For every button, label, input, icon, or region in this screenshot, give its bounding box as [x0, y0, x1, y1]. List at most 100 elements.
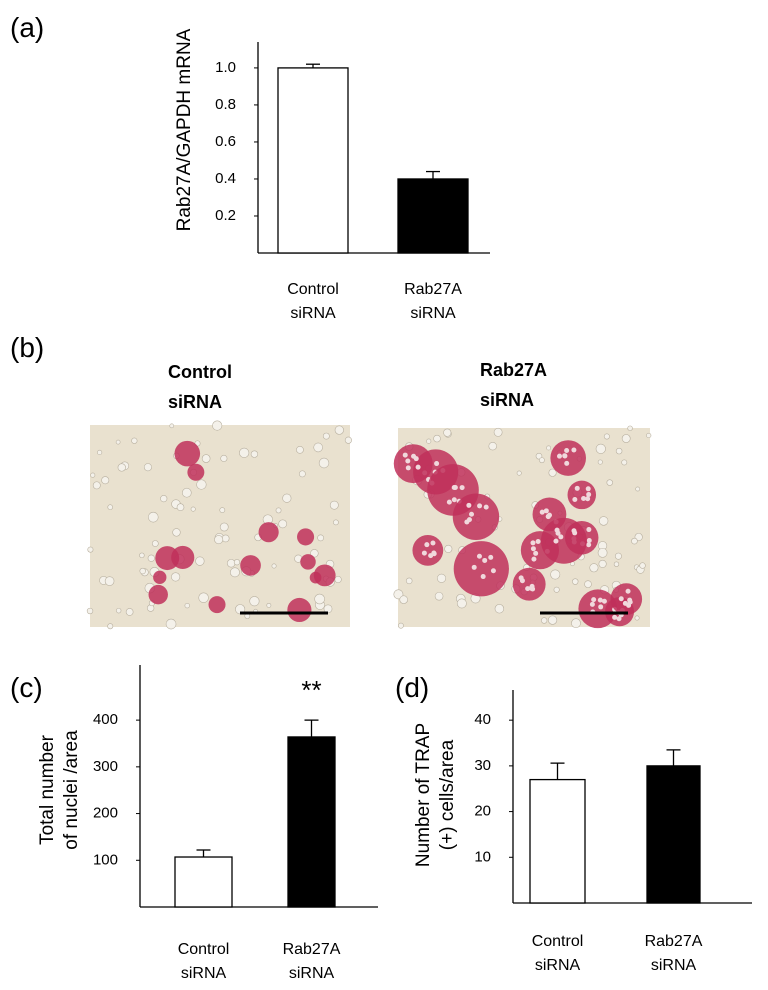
cell	[220, 454, 228, 462]
cell	[456, 598, 467, 609]
cell	[548, 468, 557, 477]
nucleus	[616, 616, 622, 622]
cell	[597, 547, 608, 558]
cell	[278, 519, 288, 529]
cell	[212, 420, 223, 431]
image-caption: Control siRNA	[168, 362, 232, 412]
osteoclast	[610, 583, 643, 615]
cell	[603, 433, 610, 440]
nucleus	[625, 588, 631, 594]
cell	[249, 596, 260, 607]
cell	[296, 445, 304, 454]
bar	[174, 856, 233, 908]
cell	[621, 459, 628, 466]
cell	[589, 563, 599, 573]
cell	[115, 607, 122, 614]
osteoclast	[297, 528, 315, 546]
y-tick-label: 0.6	[215, 133, 236, 150]
nucleus	[464, 519, 470, 525]
bar	[287, 736, 336, 908]
cell	[239, 447, 250, 458]
y-axis-label: Total number of nuclei /area	[37, 730, 82, 850]
osteoclast	[300, 554, 316, 570]
cell	[125, 608, 134, 616]
cell	[195, 556, 205, 566]
cell	[550, 569, 561, 580]
panel-label: (d)	[395, 672, 430, 703]
y-tick-label: 40	[474, 711, 491, 728]
osteoclast	[453, 541, 509, 597]
cell	[639, 562, 646, 569]
nucleus	[421, 550, 427, 556]
nucleus	[476, 553, 482, 559]
y-tick-label: 30	[474, 757, 491, 774]
osteoclast	[567, 480, 597, 510]
cell	[434, 591, 444, 601]
x-tick-label: Control siRNA	[531, 933, 584, 974]
nucleus	[585, 496, 591, 502]
cell	[181, 487, 192, 498]
nucleus	[490, 568, 496, 574]
nucleus	[405, 465, 411, 471]
osteoclast	[412, 534, 444, 566]
nucleus	[627, 599, 633, 605]
panel-label: (b)	[10, 332, 45, 363]
nucleus	[574, 485, 580, 491]
y-tick-label: 1.0	[215, 59, 236, 76]
nucleus	[545, 513, 551, 519]
nucleus	[589, 601, 595, 607]
nucleus	[591, 597, 597, 603]
x-tick-label: Rab27A siRNA	[404, 281, 462, 322]
nucleus	[434, 461, 440, 467]
cell	[344, 436, 352, 444]
micrograph	[393, 425, 652, 629]
cell	[115, 439, 121, 445]
nucleus	[572, 497, 578, 503]
nucleus	[586, 492, 592, 498]
cell	[584, 580, 592, 588]
nucleus	[543, 508, 549, 514]
osteoclast	[512, 567, 546, 601]
cell	[329, 500, 339, 510]
cell	[405, 577, 413, 585]
y-tick-label: 400	[93, 711, 118, 728]
cell	[97, 449, 103, 456]
osteoclast	[153, 570, 167, 584]
nucleus	[597, 597, 603, 603]
cell	[444, 544, 453, 553]
cell	[426, 438, 432, 444]
cell	[169, 423, 175, 429]
cell	[165, 618, 177, 630]
cell	[214, 535, 224, 545]
nucleus	[622, 600, 628, 606]
bar	[397, 178, 469, 254]
cell	[334, 425, 344, 435]
nucleus	[535, 539, 541, 545]
cell	[266, 602, 272, 608]
cell	[104, 576, 115, 586]
cell	[615, 447, 623, 455]
cell	[322, 432, 330, 440]
y-tick-label: 0.4	[215, 170, 236, 187]
nucleus	[413, 456, 419, 462]
nucleus	[539, 509, 545, 515]
nucleus	[585, 486, 591, 492]
cell	[233, 559, 241, 566]
cell	[139, 567, 146, 575]
cell	[443, 428, 452, 437]
nucleus	[529, 583, 535, 589]
cell	[131, 437, 138, 444]
osteoclast	[240, 555, 261, 576]
cell	[516, 470, 522, 476]
cell	[271, 563, 277, 569]
cell	[572, 578, 579, 585]
cell	[436, 573, 447, 583]
cell	[634, 615, 640, 621]
cell	[143, 463, 152, 472]
nucleus	[482, 557, 488, 563]
nucleus	[598, 604, 604, 610]
nucleus	[415, 464, 421, 470]
cell	[90, 472, 96, 478]
cell	[184, 602, 190, 609]
